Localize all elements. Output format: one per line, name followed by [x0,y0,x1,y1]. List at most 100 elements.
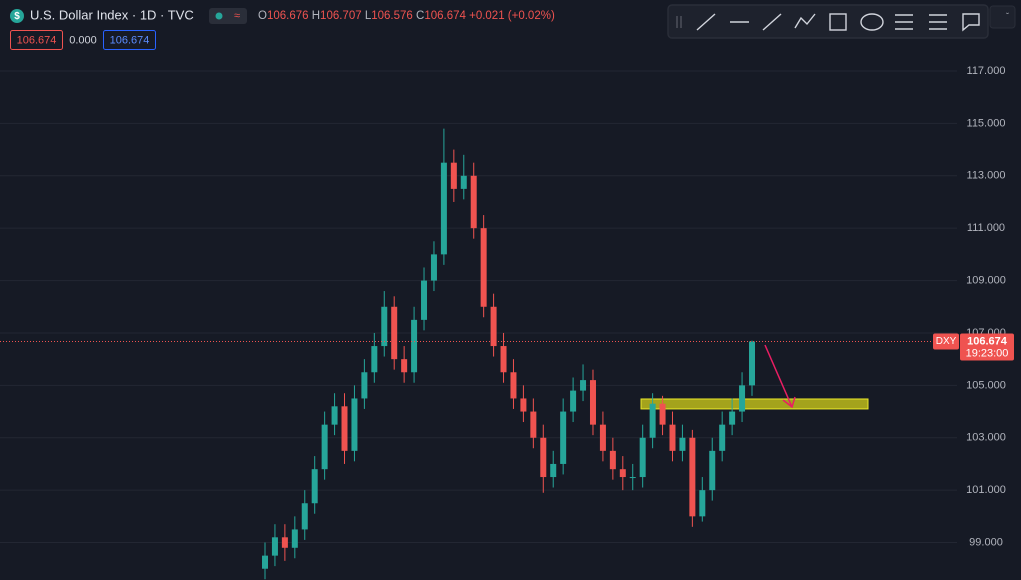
candle-body [669,424,676,451]
candle-body [709,450,716,491]
candle-body [659,403,666,425]
toolbar-bg [667,4,989,39]
candle-body [321,424,328,470]
candle-body [580,380,587,391]
ohlc-value: 106.707 [320,10,362,22]
candle-body [530,411,537,438]
badge [103,30,156,50]
ohlc-label: L [365,10,372,22]
dropdown-caret: ˇ [1006,11,1009,21]
candle-body [689,437,696,517]
candle-body [520,398,527,412]
price-badge [960,333,1014,361]
candle-body [421,280,428,320]
candle-body [510,372,517,399]
candle-body [729,411,736,425]
badge-text: 106.674 [110,34,150,46]
ohlc-value: 106.576 [371,10,413,22]
candle-body [679,437,686,451]
tool-ellipse[interactable] [860,13,884,31]
candle-body [262,555,268,569]
tool-callout[interactable] [962,13,980,32]
candle-body [560,411,567,464]
candle-body [599,424,606,451]
candle-body [460,175,467,189]
candle-body [301,503,308,530]
candle-body [619,469,626,478]
candle-body [609,450,616,470]
dropdown[interactable] [989,5,1016,29]
candle-body [341,406,348,451]
candle-body [589,380,596,425]
candle-body [440,162,447,255]
candle-body [749,341,755,386]
candle-body [490,306,497,347]
candle-body [371,346,378,373]
countdown-text: 19:23:00 [966,347,1009,359]
candle-body [480,228,487,307]
symbol-icon-text: $ [14,11,20,22]
candle-body [351,398,358,451]
candle-body [450,162,457,189]
ohlc-value: 106.674 [424,10,466,22]
tool-levels[interactable] [929,14,947,30]
candle-body [540,437,547,478]
y-tick-label: 99.000 [969,536,1003,548]
candle-body [401,359,408,373]
y-tick-label: 103.000 [966,432,1006,444]
tool-rectangle[interactable] [829,13,847,31]
badge [10,30,63,50]
candle-body [639,437,646,478]
drag-handle[interactable] [676,16,682,28]
chart-title: U.S. Dollar Index · 1D · TVC [30,7,194,22]
candle-body [500,346,507,373]
tool-fib[interactable] [895,14,913,30]
candle-body [311,469,318,504]
candle-body [271,537,278,556]
price-badge-text: 106.674 [967,335,1008,347]
symbol-icon [10,9,24,23]
change: +0.021 (+0.02%) [469,10,555,22]
status-icon: ≈ [234,10,240,22]
candle-body [570,390,577,412]
candle-body [470,175,477,229]
candle-body [699,490,706,517]
badge-text: 0.000 [69,34,97,46]
ohlc: O106.676 H106.707 L106.576 C106.674 +0.0… [258,10,555,22]
symbol-badge [933,333,959,350]
y-tick-label: 111.000 [967,222,1005,234]
candle-body [331,406,338,425]
plot-area [0,70,957,580]
badge-text: 106.674 [17,34,57,46]
status-dot [215,12,223,20]
status-box[interactable] [209,8,247,24]
y-tick-label: 113.000 [967,170,1006,182]
tool-trend-line[interactable] [696,13,716,31]
candle-body [411,319,418,373]
ohlc-label: H [312,10,320,22]
ohlc-value: 106.676 [267,10,309,22]
candle-body [391,306,398,360]
ohlc-label: C [416,10,424,22]
candle-body [550,463,557,478]
y-tick-label: 115.000 [967,117,1006,129]
annotation-arrow [764,344,796,409]
candle-body [281,537,288,548]
toolbar [667,4,989,39]
candle-body [361,372,368,399]
y-tick-label: 109.000 [966,274,1006,286]
candle-body [719,424,726,451]
candle-body [430,254,437,281]
candle-body [381,306,388,347]
ohlc-label: O [258,10,267,22]
candle-body [291,529,298,548]
symbol-badge-text: DXY [936,336,957,347]
candle-body [629,477,636,479]
tool-path[interactable] [794,13,816,29]
candle-body [649,403,656,438]
candle-body [739,385,746,412]
price-axis: 99.000101.000103.000105.000107.000109.00… [933,65,1014,548]
tool-ray[interactable] [762,13,782,31]
